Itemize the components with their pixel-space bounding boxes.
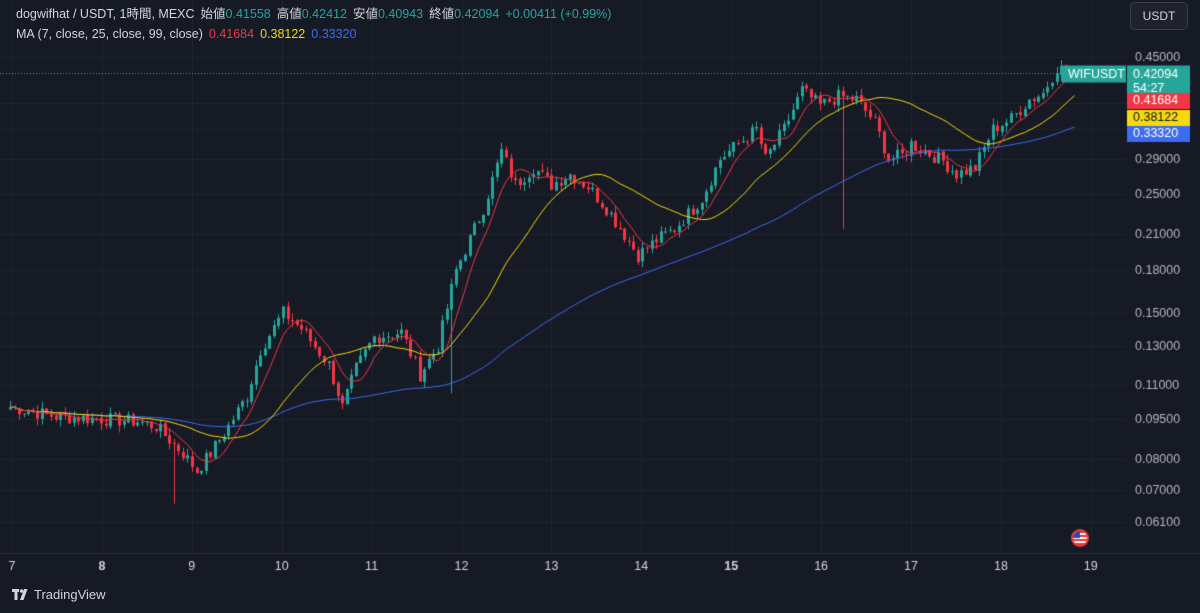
high-label: 高値 [276, 7, 302, 21]
low-label: 安値 [352, 7, 378, 21]
open-label: 始値 [200, 7, 226, 21]
close-value: 0.42094 [454, 7, 500, 21]
close-label: 終値 [429, 7, 455, 21]
ohlc-row: dogwifhat / USDT, 1時間, MEXC 始値0.41558 高値… [16, 4, 611, 24]
open-value: 0.41558 [225, 7, 271, 21]
ma25-value: 0.38122 [260, 27, 306, 41]
ma-label: MA (7, close, 25, close, 99, close) [16, 27, 203, 41]
ma7-value: 0.41684 [208, 27, 255, 41]
change-value: +0.00411 (+0.99%) [505, 7, 612, 21]
chart-legend: dogwifhat / USDT, 1時間, MEXC 始値0.41558 高値… [16, 4, 611, 44]
ma99-value: 0.33320 [311, 27, 357, 41]
brand-label: TradingView [34, 587, 106, 602]
symbol-title: dogwifhat / USDT, 1時間, MEXC [16, 7, 195, 21]
ma-row: MA (7, close, 25, close, 99, close) 0.41… [16, 24, 611, 44]
tradingview-logo: TradingView [12, 587, 106, 602]
high-value: 0.42412 [301, 7, 347, 21]
tradingview-icon [12, 588, 28, 600]
currency-button[interactable]: USDT [1130, 2, 1188, 30]
low-value: 0.40943 [377, 7, 424, 21]
